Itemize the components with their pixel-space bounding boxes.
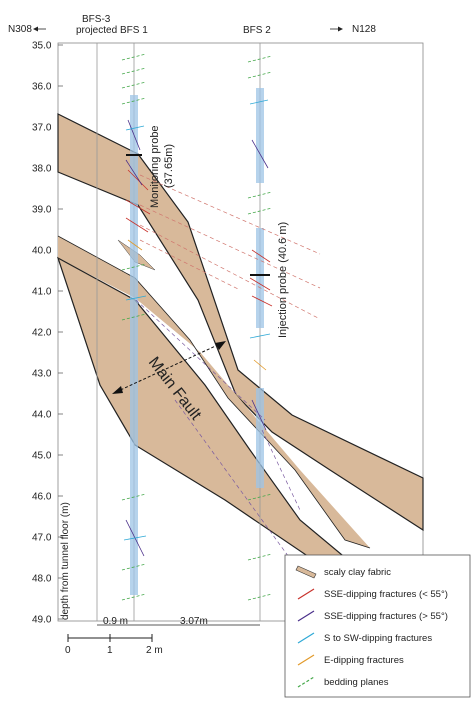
legend-label: S to SW-dipping fractures bbox=[324, 633, 432, 644]
depth-tick-label: 42.0 bbox=[32, 328, 52, 339]
legend-symbol bbox=[297, 632, 315, 644]
bfs3-label: BFS-3 bbox=[82, 14, 111, 25]
depth-tick-label: 35.0 bbox=[32, 41, 52, 52]
legend-symbol bbox=[297, 610, 315, 622]
main-fault-arrow bbox=[115, 342, 223, 393]
legend-label: SSE-dipping fractures (> 55°) bbox=[324, 611, 448, 622]
depth-tick-label: 37.0 bbox=[32, 123, 52, 134]
spacing-bfs3-bfs1: 0.9 m bbox=[103, 616, 128, 627]
bfs2-borehole-lower bbox=[256, 228, 264, 328]
legend-symbol bbox=[297, 588, 315, 600]
bfs1-label: BFS 1 bbox=[120, 25, 148, 36]
header-left-label: N308 bbox=[8, 24, 32, 35]
scale-label-1: 1 bbox=[107, 645, 113, 656]
depth-tick-label: 40.0 bbox=[32, 246, 52, 257]
legend-box bbox=[284, 554, 471, 698]
monitoring-probe-depth: (37.65m) bbox=[163, 144, 175, 188]
depth-tick-label: 49.0 bbox=[32, 615, 52, 626]
injection-probe-label: Injection probe (40.6 m) bbox=[277, 222, 289, 338]
depth-tick-label: 44.0 bbox=[32, 410, 52, 421]
legend-label: scaly clay fabric bbox=[324, 567, 391, 578]
bfs1-borehole bbox=[130, 95, 138, 595]
legend-symbol bbox=[297, 676, 315, 688]
legend-label: SSE-dipping fractures (< 55°) bbox=[324, 589, 448, 600]
spacing-bfs1-bfs2: 3.07m bbox=[180, 616, 208, 627]
legend-symbol bbox=[297, 654, 315, 666]
depth-tick-label: 43.0 bbox=[32, 369, 52, 380]
depth-axis-title: depth from tunnel floor (m) bbox=[60, 502, 71, 620]
depth-tick-label: 46.0 bbox=[32, 492, 52, 503]
legend-label: bedding planes bbox=[324, 677, 389, 688]
depth-tick-label: 47.0 bbox=[32, 533, 52, 544]
clay-band-upper-fill bbox=[57, 113, 424, 532]
header-right-label: N128 bbox=[352, 24, 376, 35]
scale-label-0: 0 bbox=[65, 645, 71, 656]
depth-tick-label: 45.0 bbox=[32, 451, 52, 462]
monitoring-probe-label: Monitoring probe bbox=[149, 125, 161, 208]
bfs2-borehole-deep bbox=[256, 388, 264, 488]
bfs3-projected-label: projected bbox=[76, 25, 117, 36]
scale-label-2: 2 m bbox=[146, 645, 163, 656]
depth-axis: 35.0 36.0 37.0 38.0 39.0 40.0 41.0 42.0 43.0 44.0… bbox=[32, 41, 63, 626]
scale-bar: 0 1 2 m bbox=[65, 634, 163, 656]
legend-label: E-dipping fractures bbox=[324, 655, 404, 666]
bfs2-borehole-upper bbox=[256, 88, 264, 183]
depth-tick-label: 39.0 bbox=[32, 205, 52, 216]
depth-tick-label: 36.0 bbox=[32, 82, 52, 93]
clay-band-lower bbox=[58, 236, 370, 548]
fractures bbox=[123, 99, 273, 557]
legend-symbol bbox=[295, 565, 317, 579]
bfs2-label: BFS 2 bbox=[243, 25, 271, 36]
depth-tick-label: 48.0 bbox=[32, 574, 52, 585]
legend: scaly clay fabric SSE-dipping fractures (… bbox=[284, 554, 471, 698]
depth-tick-label: 41.0 bbox=[32, 287, 52, 298]
bedding-planes bbox=[121, 53, 273, 601]
depth-tick-label: 38.0 bbox=[32, 164, 52, 175]
scaly-clay-bands bbox=[56, 113, 424, 622]
